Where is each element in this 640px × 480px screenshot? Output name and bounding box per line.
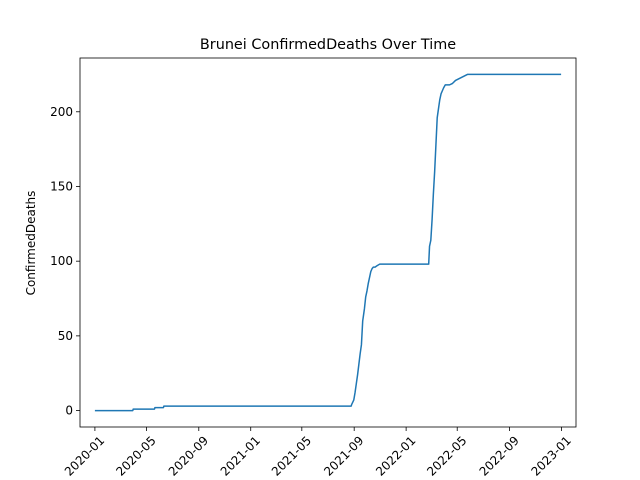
chart-title: Brunei ConfirmedDeaths Over Time: [200, 37, 456, 53]
y-tick-label: 0: [65, 404, 73, 418]
y-tick-label: 50: [58, 329, 73, 343]
data-line: [94, 73, 562, 412]
y-axis-label: ConfirmedDeaths: [24, 191, 38, 296]
y-tick-label: 150: [50, 179, 73, 193]
y-axis: 0 50 100 150 200: [50, 105, 80, 418]
plot-area: [94, 73, 562, 412]
y-tick-label: 200: [50, 105, 73, 119]
y-tick-label: 100: [50, 254, 73, 268]
plot-frame: [79, 57, 577, 428]
